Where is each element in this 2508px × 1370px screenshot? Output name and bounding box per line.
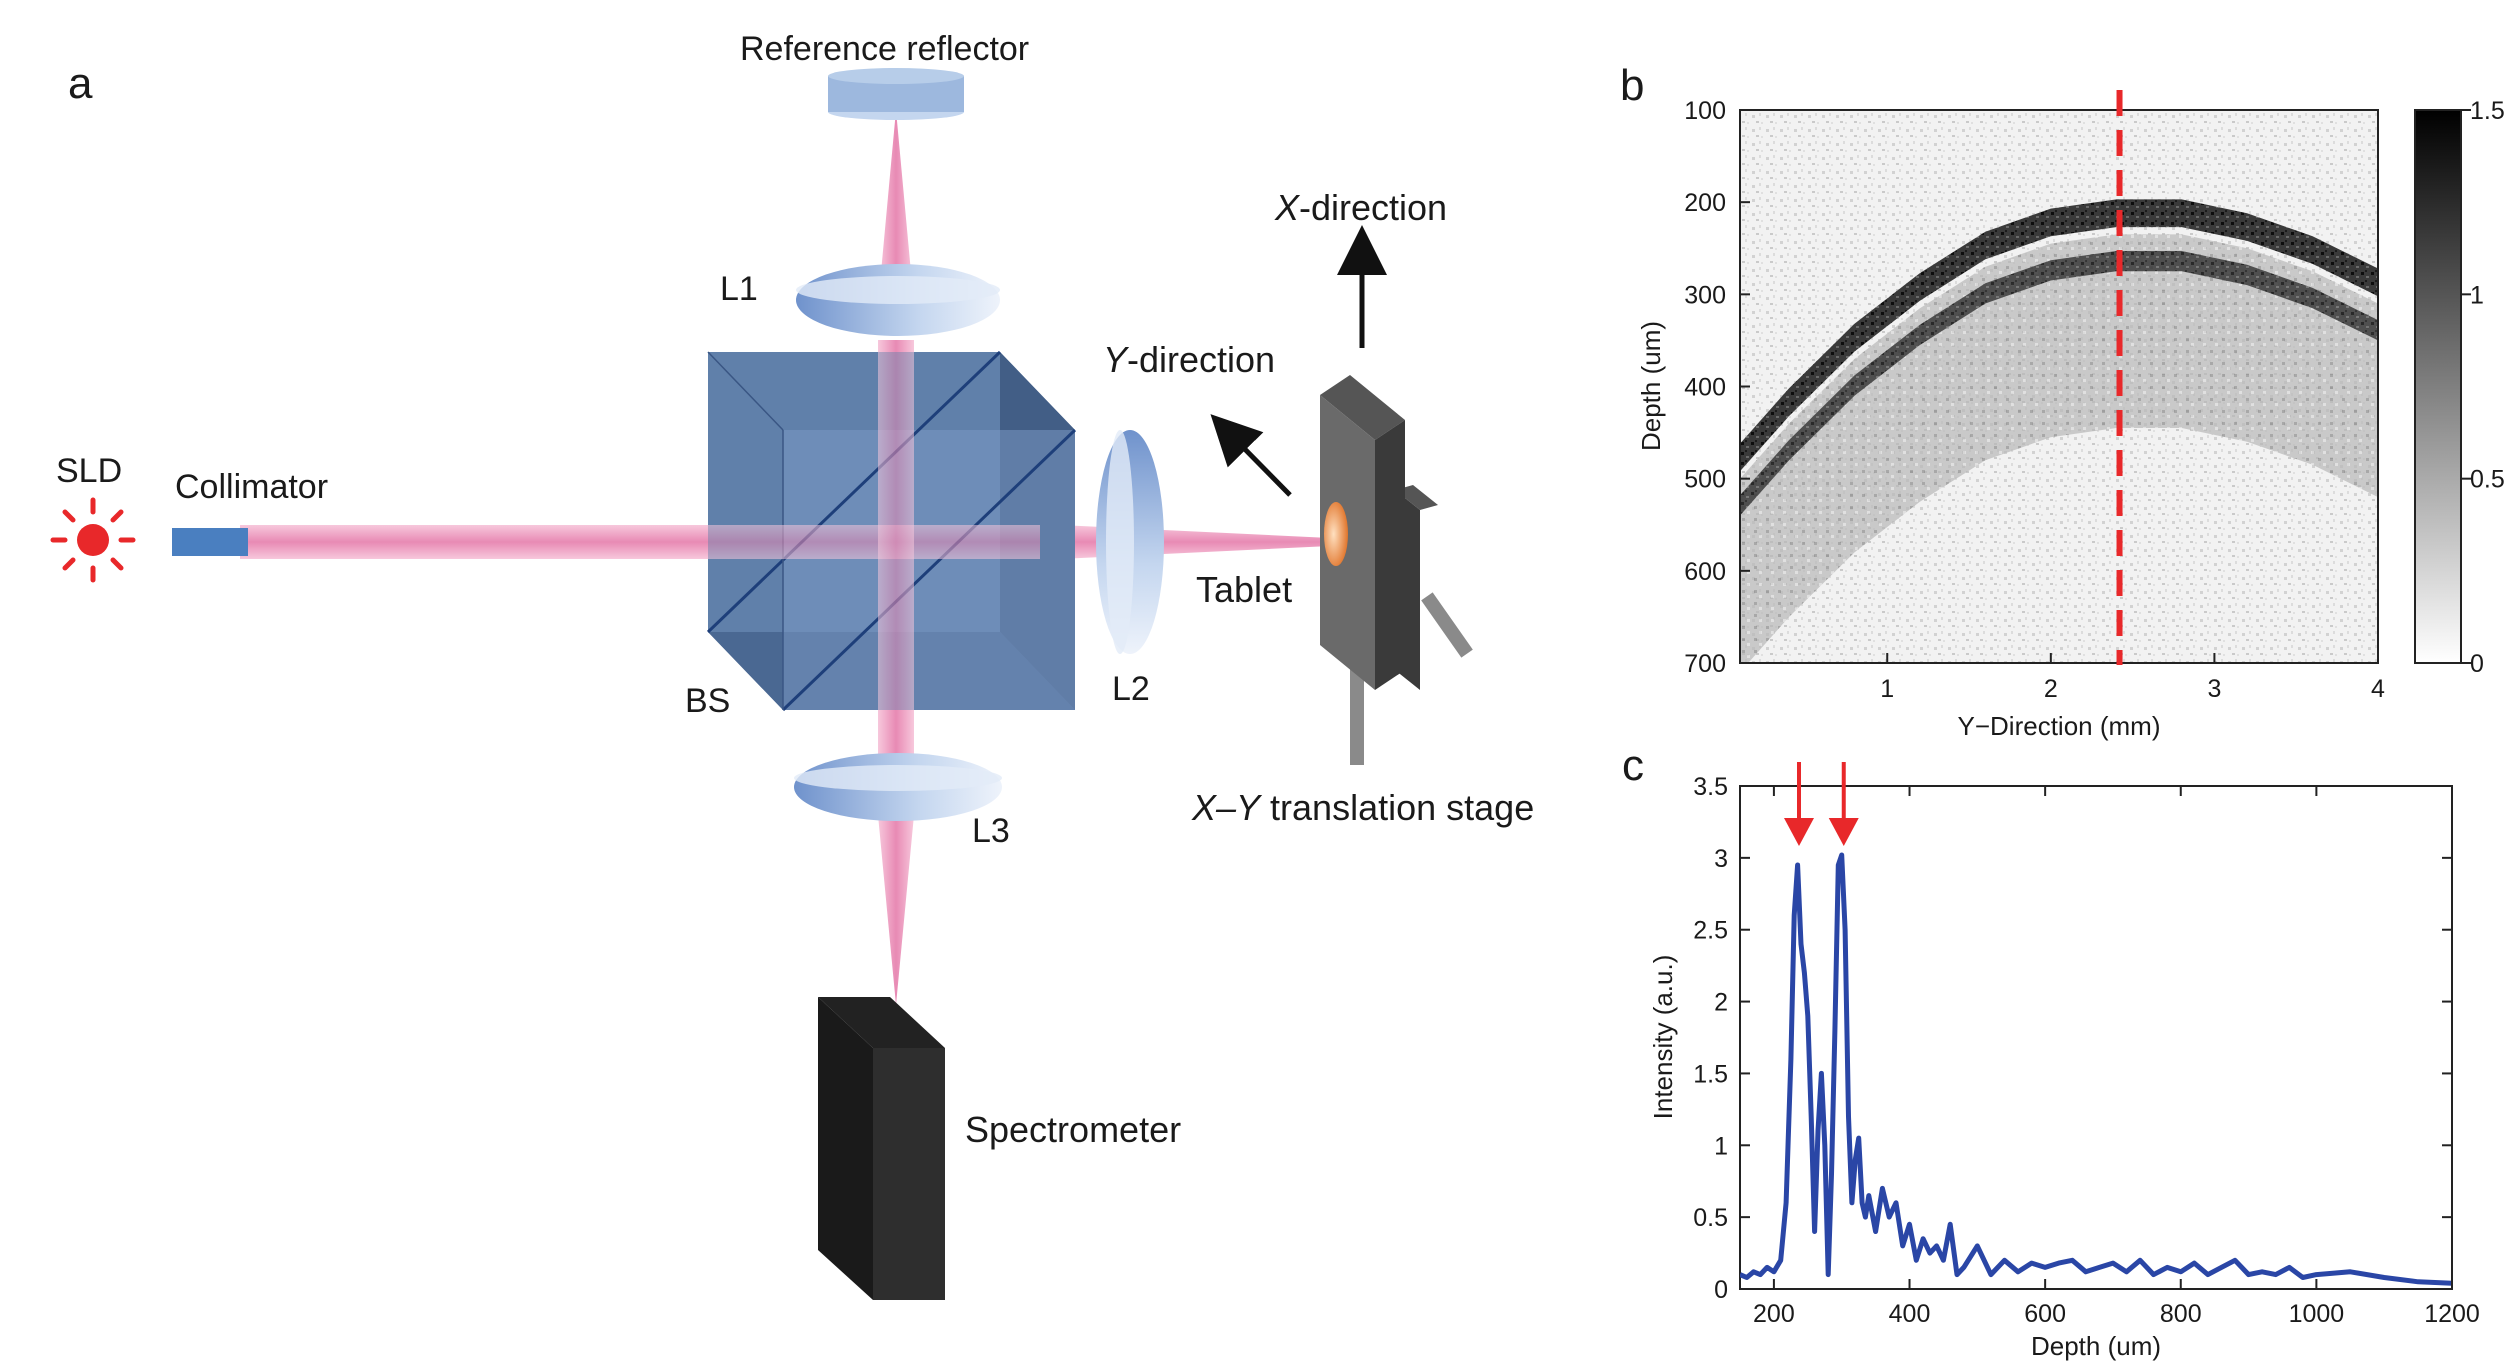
peak-arrows (1783, 762, 1859, 846)
line-plot-y-tick-label: 0 (1714, 1276, 1728, 1304)
heatmap-y-ticks: 100 200 300 400 500 600 700 (1684, 97, 1750, 678)
heatmap-y-axis-label: Depth (um) (1636, 321, 1666, 451)
line-plot-x-tick-label: 800 (2160, 1300, 2202, 1328)
heatmap-x-tick-label: 1 (1880, 675, 1894, 703)
heatmap-x-axis-label: Y−Direction (mm) (1958, 711, 2161, 741)
heatmap-x-tick-label: 2 (2044, 675, 2058, 703)
line-plot-y-tick-label: 3.5 (1693, 773, 1728, 801)
panel-a-letter: a (68, 59, 93, 108)
peak-arrow-head (1828, 818, 1859, 846)
line-plot-y-tick-label: 2 (1714, 989, 1728, 1017)
lens-l1 (796, 264, 1000, 336)
sld-source (50, 497, 136, 583)
line-plot-x-tick-label: 1000 (2289, 1300, 2345, 1328)
reference-reflector (828, 68, 964, 120)
heatmap-y-tick-label: 100 (1684, 97, 1726, 125)
focused-beam-to-spectrometer (878, 815, 914, 1005)
peak-arrow-head (1783, 818, 1814, 846)
heatmap-y-tick-label: 200 (1684, 189, 1726, 217)
collimator-label: Collimator (175, 468, 328, 506)
sld-label: SLD (56, 452, 122, 490)
colorbar-tick-label: 0.5 (2470, 466, 2505, 494)
colorbar (2414, 109, 2462, 664)
collimator (172, 528, 248, 556)
heatmap-y-tick-label: 500 (1684, 466, 1726, 494)
colorbar-tick-label: 1.5 (2470, 97, 2505, 125)
spectrometer-label: Spectrometer (965, 1109, 1181, 1150)
spectrometer (818, 997, 945, 1300)
heatmap-x-tick-label: 4 (2371, 675, 2385, 703)
panel-a: a Reference reflector L1 (50, 30, 1534, 1300)
line-plot-x-tick-label: 400 (1889, 1300, 1931, 1328)
xy-translation-stage (1320, 375, 1473, 765)
tablet-sample (1324, 502, 1348, 566)
stage-label-rest: translation stage (1260, 787, 1534, 828)
line-plot-x-tick-label: 200 (1753, 1300, 1795, 1328)
panel-c: c 00.511.522.533.5 200 400 600 800 1000 1200 … (1622, 741, 2480, 1361)
line-plot-x-ticks: 200 400 600 800 1000 1200 (1753, 786, 2480, 1328)
y-direction-axis-letter: Y (1103, 339, 1130, 380)
tablet-label: Tablet (1196, 569, 1292, 610)
x-direction-axis-letter: X (1274, 187, 1301, 228)
panel-c-letter: c (1622, 741, 1644, 790)
beam-splitter-label: BS (685, 682, 730, 720)
line-plot-y-tick-label: 3 (1714, 845, 1728, 873)
lens-l1-label: L1 (720, 270, 758, 308)
heatmap-x-ticks: 1 2 3 4 (1880, 653, 2385, 703)
x-direction-label: X-direction (1274, 187, 1447, 228)
stage-axes-letters: X–Y (1191, 787, 1263, 828)
line-plot-x-axis-label: Depth (um) (2031, 1331, 2161, 1361)
line-plot-frame (1739, 785, 2453, 1290)
line-plot-x-tick-label: 1200 (2424, 1300, 2480, 1328)
translation-stage-label: X–Y translation stage (1191, 787, 1534, 828)
heatmap-y-tick-label: 300 (1684, 281, 1726, 309)
lens-l3-label: L3 (972, 812, 1010, 850)
colorbar-tick-label: 1 (2470, 281, 2484, 309)
y-direction-label: Y-direction (1103, 339, 1275, 380)
lens-l3 (794, 753, 1002, 821)
panel-b: b 100 200 300 400 500 600 700 1 2 3 4 Y−Direction… (1620, 61, 2505, 741)
focused-beam-to-reflector (878, 110, 914, 305)
line-plot-x-tick-label: 600 (2024, 1300, 2066, 1328)
oct-b-scan-image (1740, 110, 2378, 663)
line-plot-y-ticks: 0 0.5 1 1.5 2 2.5 3 3.5 (1693, 773, 2452, 1304)
line-plot-y-axis-label: Intensity (a.u.) (1648, 955, 1678, 1120)
a-scan-intensity-line (1740, 852, 2452, 1286)
y-direction-arrow (1210, 414, 1292, 497)
line-plot-y-tick-label: 1.5 (1693, 1060, 1728, 1088)
colorbar-tick-label: 0 (2470, 650, 2484, 678)
heatmap-y-tick-label: 400 (1684, 374, 1726, 402)
heatmap-y-tick-label: 700 (1684, 650, 1726, 678)
reference-reflector-label: Reference reflector (740, 30, 1029, 68)
x-direction-rest: -direction (1299, 187, 1447, 228)
surface-boundary-band (1740, 199, 2378, 472)
colorbar-ticks: 1.5 1 0.5 0 (2461, 97, 2505, 678)
heatmap-x-tick-label: 3 (2207, 675, 2221, 703)
lens-l2-label: L2 (1112, 670, 1150, 708)
line-plot-y-tick-label: 2.5 (1693, 917, 1728, 945)
y-direction-rest: -direction (1127, 339, 1275, 380)
line-plot-y-tick-label: 1 (1714, 1132, 1728, 1160)
second-interface-band (1740, 251, 2378, 516)
line-plot-y-tick-label: 0.5 (1693, 1204, 1728, 1232)
panel-b-letter: b (1620, 61, 1644, 110)
lens-l2 (1096, 430, 1164, 654)
heatmap-y-tick-label: 600 (1684, 558, 1726, 586)
beam-in-cube-vertical (878, 350, 914, 720)
beam-splitter-cube (706, 350, 1077, 712)
beam-in-cube-horizontal (700, 525, 1040, 559)
